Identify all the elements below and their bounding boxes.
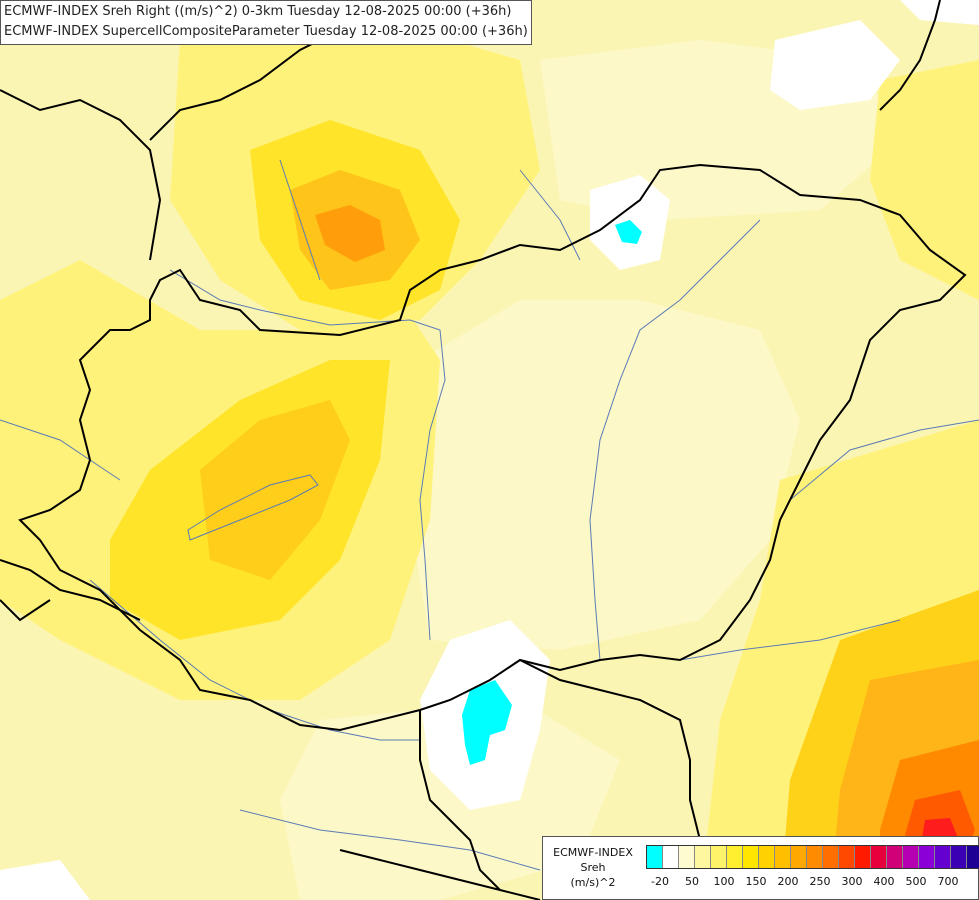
river-north-1	[279, 159, 321, 281]
field-cyan-north	[615, 220, 642, 244]
legend-ticks: -20 50 100 150 200 250 300 400 500 700	[646, 875, 971, 889]
field-white-left-bottom	[0, 860, 90, 900]
legend-tick-label: -20	[651, 875, 669, 888]
legend-tick-label: 700	[937, 875, 959, 888]
legend-tick-label: 100	[713, 875, 735, 888]
map-title-box: ECMWF-INDEX Sreh Right ((m/s)^2) 0-3km T…	[0, 0, 532, 45]
legend-swatch	[791, 846, 807, 868]
legend-swatches	[646, 845, 979, 869]
legend-swatch	[711, 846, 727, 868]
legend-swatch	[647, 846, 663, 868]
field-orange-north	[315, 205, 385, 262]
legend-swatch	[967, 846, 979, 868]
legend-swatch	[919, 846, 935, 868]
border-west	[0, 599, 51, 622]
legend-swatch	[727, 846, 743, 868]
legend-tick-label: 200	[777, 875, 799, 888]
legend-swatch	[807, 846, 823, 868]
border-hungary	[18, 163, 967, 732]
rivers	[0, 159, 979, 871]
legend-swatch	[935, 846, 951, 868]
legend-tick-label: 300	[841, 875, 863, 888]
river-sava	[239, 809, 541, 871]
legend-swatch	[855, 846, 871, 868]
field-white-northeast	[770, 20, 900, 110]
field-light-northeast	[870, 60, 979, 300]
legend-swatch	[871, 846, 887, 868]
legend-tick-label: 250	[809, 875, 831, 888]
river-west-1	[0, 419, 121, 481]
border-south-2	[419, 710, 501, 891]
river-balaton	[187, 474, 319, 541]
map-title-line-1: ECMWF-INDEX Sreh Right ((m/s)^2) 0-3km T…	[4, 4, 512, 19]
legend-label: ECMWF-INDEX Sreh (m/s)^2	[543, 845, 643, 890]
field-pale-central	[410, 300, 800, 650]
legend-swatch	[679, 846, 695, 868]
legend-tick-label: 400	[873, 875, 895, 888]
border-northeast	[879, 0, 941, 111]
field-cyan-south	[462, 680, 512, 765]
legend-swatch	[951, 846, 967, 868]
river-danube-north	[169, 269, 446, 641]
legend-swatch	[839, 846, 855, 868]
legend-tick-label: 150	[745, 875, 767, 888]
river-north-2	[519, 169, 581, 261]
color-legend: ECMWF-INDEX Sreh (m/s)^2 -20 50 100 150 200 2…	[542, 836, 979, 900]
legend-swatch	[887, 846, 903, 868]
field-white-top	[900, 0, 979, 25]
border-croatia	[339, 849, 541, 900]
border-north	[0, 89, 162, 261]
legend-label-line-1: ECMWF-INDEX	[553, 846, 633, 859]
border-southwest	[0, 559, 141, 621]
legend-label-line-2: Sreh	[580, 861, 606, 874]
legend-swatch	[759, 846, 775, 868]
legend-swatch	[775, 846, 791, 868]
legend-swatch	[743, 846, 759, 868]
field-pale-south	[280, 700, 620, 900]
border-south	[519, 659, 701, 841]
legend-swatch	[823, 846, 839, 868]
river-east-1	[789, 419, 979, 501]
legend-tick-label: 50	[685, 875, 699, 888]
map-title-line-2: ECMWF-INDEX SupercellCompositeParameter …	[4, 24, 528, 39]
field-gold-west	[200, 400, 350, 580]
legend-swatch	[695, 846, 711, 868]
legend-swatch	[663, 846, 679, 868]
river-east-2	[679, 619, 901, 661]
legend-swatch	[903, 846, 919, 868]
legend-label-line-3: (m/s)^2	[570, 876, 616, 889]
river-tisza	[589, 219, 761, 661]
legend-tick-label: 500	[905, 875, 927, 888]
